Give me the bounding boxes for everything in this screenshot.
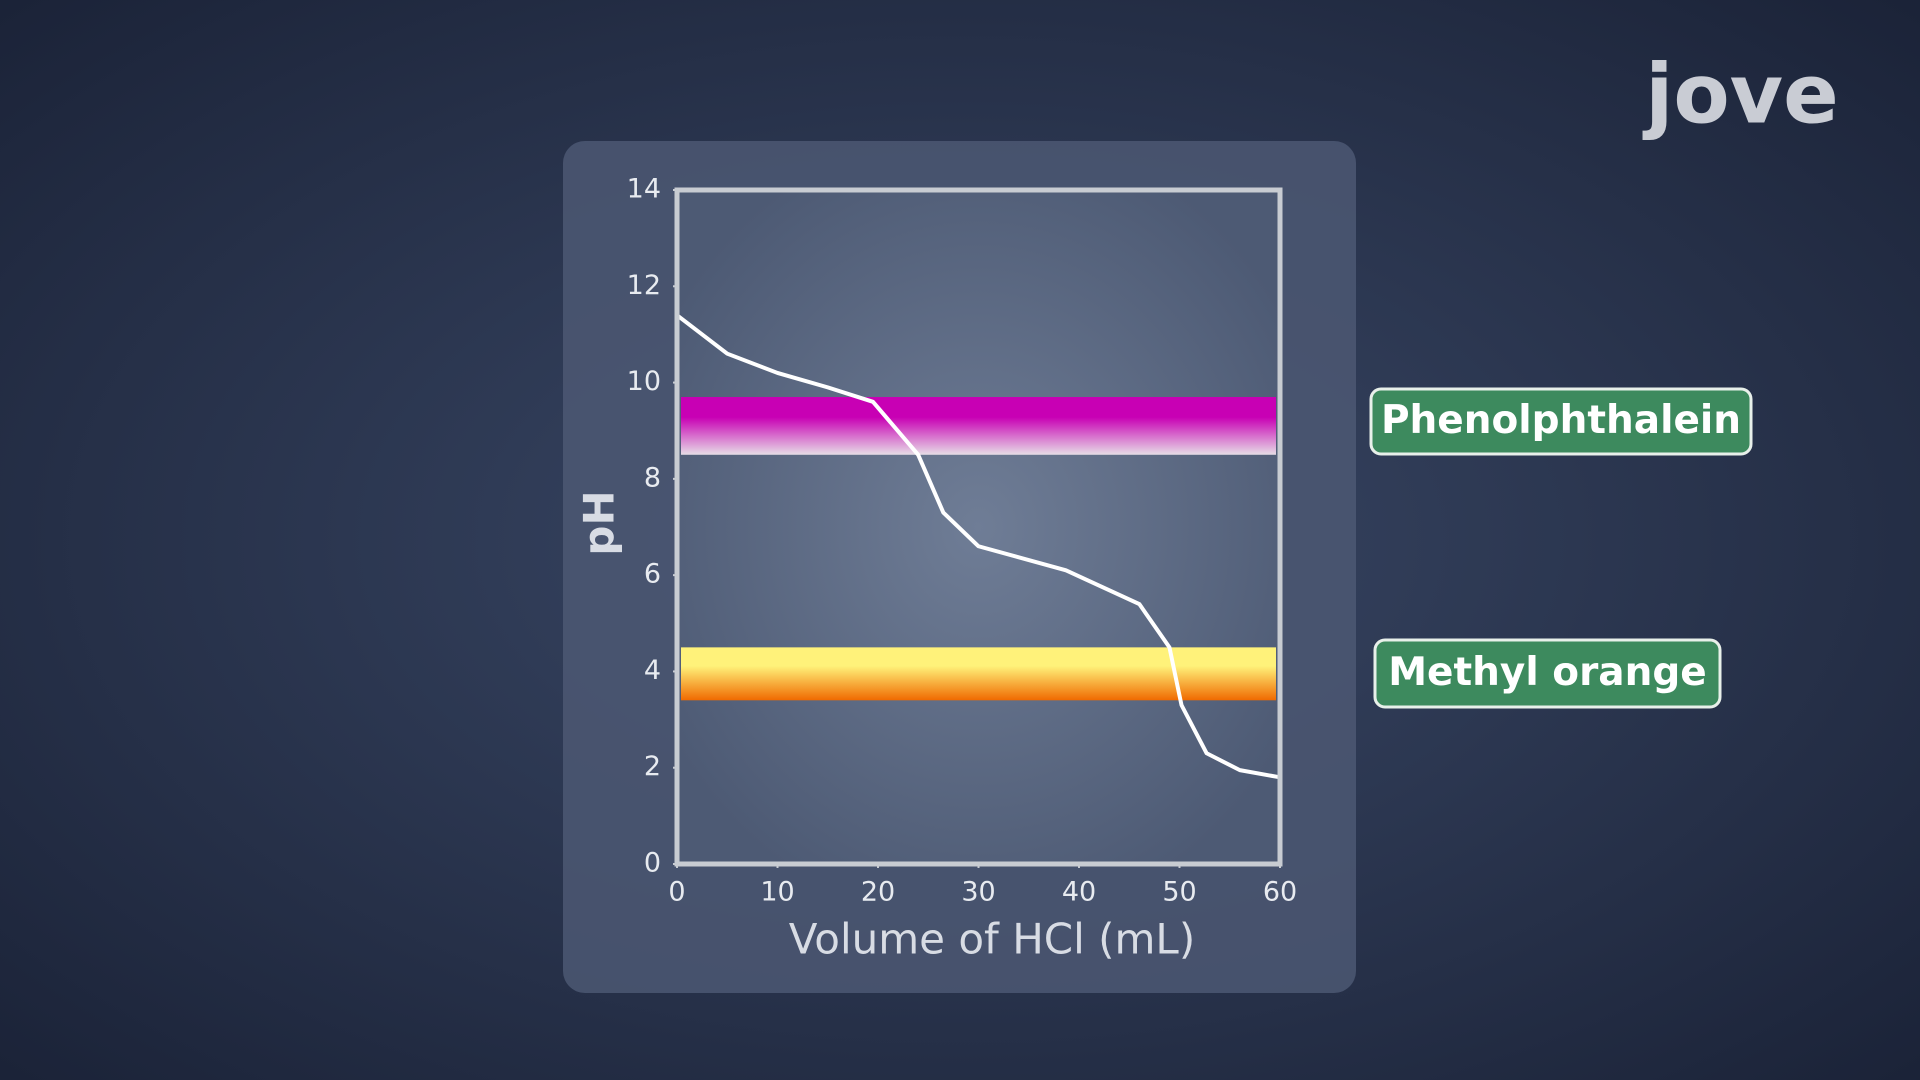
y-tick-label: 0 <box>644 848 661 879</box>
x-tick-label: 60 <box>1263 877 1297 908</box>
y-tick-label: 8 <box>644 462 661 493</box>
titration-curve <box>675 313 1281 780</box>
x-tick-label: 10 <box>760 877 794 908</box>
y-tick-label: 12 <box>627 270 661 301</box>
x-tick-label: 0 <box>668 877 685 908</box>
indicator-label-box <box>1373 638 1722 709</box>
plot-area <box>677 190 1280 864</box>
indicator-label: Phenolphthalein <box>1381 398 1741 443</box>
y-tick-label: 6 <box>644 559 661 590</box>
y-tick-label: 4 <box>644 655 661 686</box>
y-tick-label: 2 <box>644 751 661 782</box>
y-axis-title: pH <box>575 490 624 555</box>
logo: jove <box>1642 47 1839 142</box>
y-tick-label: 10 <box>627 366 661 397</box>
y-tick-label: 14 <box>627 174 661 205</box>
indicator-label: Methyl orange <box>1388 650 1707 695</box>
indicator-band <box>681 397 1276 455</box>
indicator-label-box <box>1369 387 1753 456</box>
x-tick-label: 40 <box>1062 877 1096 908</box>
x-axis-title: Volume of HCl (mL) <box>789 915 1195 964</box>
indicator-band <box>681 647 1276 701</box>
x-tick-label: 20 <box>861 877 895 908</box>
x-tick-label: 30 <box>961 877 995 908</box>
x-tick-label: 50 <box>1162 877 1196 908</box>
